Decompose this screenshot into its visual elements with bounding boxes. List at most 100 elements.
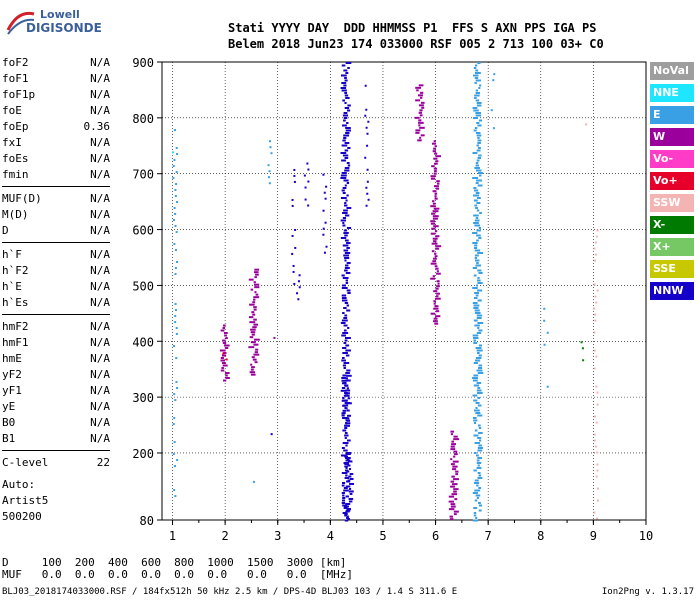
echo-point-w — [432, 240, 437, 243]
echo-point-nnw — [342, 364, 347, 367]
echo-point-nnw — [346, 480, 351, 483]
echo-point-nnw — [304, 186, 307, 189]
echo-point-nnw — [343, 119, 346, 122]
echo-point-e — [472, 334, 479, 337]
echo-point-nnw — [346, 207, 352, 209]
echo-point-w — [225, 337, 228, 340]
echo-point-w — [220, 329, 225, 332]
echo-point-e — [477, 299, 482, 302]
echo-point-w — [450, 505, 456, 508]
legend-item-vo-: Vo- — [650, 150, 694, 168]
echo-point-nnw — [291, 252, 294, 255]
echo-point-e — [474, 224, 481, 227]
echo-point-e — [176, 261, 179, 264]
echo-point-w — [248, 278, 254, 281]
echo-point-e — [475, 69, 479, 72]
param-row-fof2: foF2 N/A — [2, 56, 110, 72]
echo-point-nnw — [342, 332, 349, 334]
echo-point-e — [477, 392, 483, 394]
echo-point-w — [250, 341, 256, 344]
echo-point-nnw — [346, 162, 350, 164]
echo-point-w — [453, 438, 460, 441]
dtable-distance-row: D 100 200 400 600 800 1000 1500 3000 [km… — [2, 556, 347, 569]
echo-point-e — [543, 343, 546, 346]
echo-point-e — [477, 449, 483, 452]
echo-point-e — [475, 294, 479, 297]
echo-point-w — [253, 298, 256, 301]
echo-point-nnw — [343, 307, 347, 309]
echo-point-nnw — [341, 172, 347, 174]
echo-point-nnw — [293, 282, 296, 285]
echo-point-e — [543, 307, 546, 310]
echo-point-w — [253, 308, 257, 311]
echo-point-nnw — [306, 162, 309, 165]
echo-point-e — [174, 315, 177, 318]
echo-point-nnw — [325, 185, 328, 188]
echo-point-nnw — [344, 77, 347, 79]
x-tick-label: 9 — [590, 529, 597, 543]
echo-point-w — [249, 321, 256, 324]
echo-point-e — [473, 507, 478, 509]
echo-point-w — [433, 172, 437, 175]
echo-point-e — [476, 239, 479, 242]
echo-point-e — [476, 134, 482, 137]
param-name: yE — [2, 400, 16, 413]
echo-point-e — [174, 399, 177, 402]
echo-point-w — [418, 111, 423, 114]
echo-point-nnw — [345, 444, 348, 447]
echo-point-w — [254, 361, 258, 364]
echo-point-w — [250, 288, 254, 291]
echo-point-e — [474, 309, 480, 312]
echo-point-nnw — [348, 475, 352, 478]
dtable-muf-row: MUF 0.0 0.0 0.0 0.0 0.0 0.0 0.0 0.0 [MHz… — [2, 568, 353, 581]
echo-point-w — [453, 490, 457, 493]
echo-point-e — [479, 439, 482, 442]
param-name: h`E — [2, 280, 22, 293]
echo-point-e — [475, 412, 481, 414]
echo-point-w — [452, 468, 457, 471]
echo-point-e — [172, 345, 175, 348]
y-tick-label: 200 — [132, 447, 154, 461]
echo-point-e — [474, 249, 481, 252]
echo-point-nnw — [345, 510, 350, 513]
echo-point-nnw — [348, 487, 352, 490]
echo-point-nnw — [343, 229, 348, 232]
echo-point-nnw — [325, 245, 328, 248]
param-value: N/A — [90, 320, 110, 333]
echo-point-nnw — [346, 439, 351, 442]
echo-point-w — [432, 202, 436, 205]
echo-point-w — [449, 518, 454, 521]
echo-point-nnw — [348, 500, 353, 503]
echo-point-w — [451, 475, 455, 478]
echo-point-nnw — [341, 159, 347, 162]
echo-point-e — [478, 487, 482, 489]
echo-point-w — [434, 305, 439, 308]
echo-point-w — [450, 503, 456, 506]
echo-point-e — [477, 62, 481, 64]
echo-point-nnw — [341, 287, 348, 289]
echo-point-nnw — [341, 359, 346, 362]
echo-point-w — [253, 281, 256, 284]
echo-point-e — [473, 434, 479, 437]
echo-point-nnw — [341, 382, 347, 385]
echo-point-w — [250, 373, 256, 376]
y-tick-label: 300 — [132, 391, 154, 405]
echo-point-ssw — [595, 301, 598, 304]
echo-point-nnw — [366, 144, 369, 147]
echo-point-nnw — [343, 204, 348, 207]
echo-point-w — [420, 91, 424, 94]
x-tick-label: 1 — [169, 529, 176, 543]
echo-point-nnw — [344, 434, 349, 437]
echo-point-w — [252, 313, 256, 316]
echo-point-e — [473, 362, 478, 364]
echo-point-e — [175, 381, 178, 384]
echo-point-e — [475, 99, 480, 102]
echo-point-nnw — [342, 277, 349, 279]
logo-line1: Lowell — [40, 8, 80, 21]
echo-point-nnw — [343, 449, 348, 452]
echo-point-nnw — [342, 124, 347, 127]
echo-point-e — [478, 444, 483, 447]
echo-point-e — [473, 109, 479, 112]
echo-point-nnw — [341, 377, 346, 379]
echo-point-nnw — [348, 497, 354, 500]
